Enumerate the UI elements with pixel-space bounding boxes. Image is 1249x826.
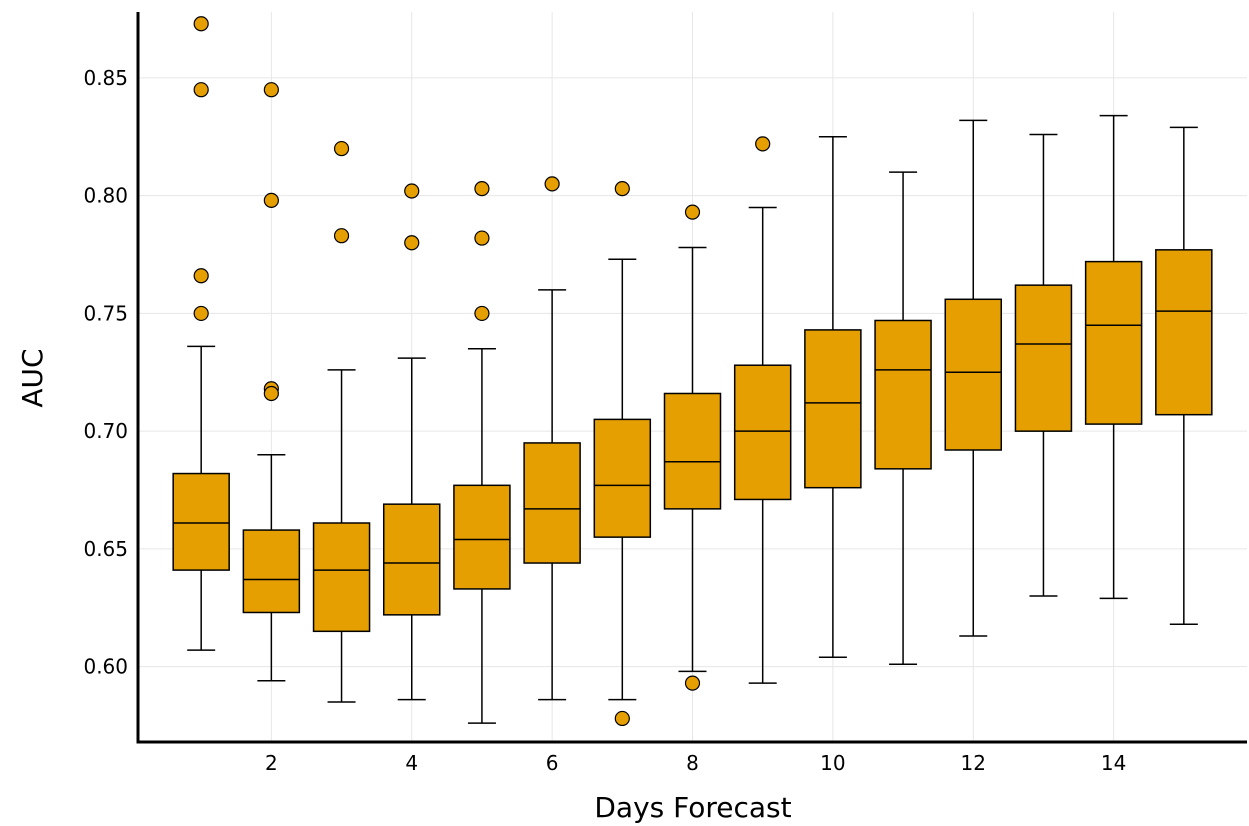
x-tick-label: 10 bbox=[820, 751, 845, 775]
box-group bbox=[1155, 126, 1213, 626]
outlier-point bbox=[614, 181, 630, 197]
iqr-box bbox=[242, 529, 301, 614]
iqr-box bbox=[944, 298, 1003, 451]
outlier-point bbox=[404, 183, 420, 199]
iqr-box bbox=[172, 472, 230, 571]
boxes-layer bbox=[172, 16, 1213, 727]
iqr-box bbox=[453, 484, 511, 590]
iqr-box bbox=[1014, 284, 1073, 432]
outlier-point bbox=[474, 305, 490, 322]
outlier-point bbox=[755, 136, 771, 152]
outlier-point bbox=[193, 82, 209, 98]
iqr-box bbox=[663, 392, 722, 510]
box-group bbox=[172, 16, 230, 651]
box-group bbox=[312, 140, 371, 703]
iqr-box bbox=[874, 319, 932, 470]
y-axis-label: AUC bbox=[16, 348, 49, 407]
outlier-point bbox=[193, 268, 209, 284]
outlier-point bbox=[684, 675, 701, 691]
box-group bbox=[874, 171, 932, 666]
box-group bbox=[382, 183, 441, 701]
iqr-box bbox=[523, 442, 581, 564]
outlier-point bbox=[193, 16, 209, 32]
x-tick-label: 14 bbox=[1101, 751, 1126, 775]
box-group bbox=[453, 181, 511, 724]
outlier-point bbox=[333, 228, 350, 244]
box-group bbox=[242, 82, 301, 682]
outlier-point bbox=[684, 204, 701, 220]
iqr-box bbox=[382, 503, 441, 616]
box-group bbox=[593, 181, 652, 727]
iqr-box bbox=[312, 522, 371, 633]
outlier-point bbox=[333, 140, 350, 157]
outlier-point bbox=[614, 710, 630, 727]
box-group bbox=[523, 176, 581, 701]
outlier-point bbox=[474, 181, 490, 197]
outlier-point bbox=[193, 305, 209, 322]
box-group bbox=[733, 136, 792, 684]
y-tick-label: 0.60 bbox=[83, 655, 128, 679]
outlier-point bbox=[544, 176, 560, 192]
y-tick-label: 0.85 bbox=[83, 66, 128, 90]
outlier-point bbox=[404, 235, 420, 251]
y-tick-label: 0.80 bbox=[83, 184, 128, 208]
iqr-box bbox=[1084, 260, 1143, 425]
outlier-point bbox=[263, 385, 279, 402]
box-group bbox=[1014, 133, 1073, 597]
y-tick-label: 0.70 bbox=[83, 419, 128, 443]
outlier-point bbox=[474, 230, 490, 246]
x-tick-label: 6 bbox=[546, 751, 559, 775]
box-group bbox=[944, 119, 1003, 637]
ticks-layer: 0.60 0.65 0.70 0.75 0.80 0.85 2 4 6 8 10 12 14 bbox=[83, 66, 1126, 775]
iqr-box bbox=[804, 329, 862, 489]
box-group bbox=[1084, 114, 1143, 600]
x-tick-label: 12 bbox=[961, 751, 986, 775]
y-tick-label: 0.65 bbox=[83, 537, 128, 561]
x-tick-label: 2 bbox=[265, 751, 278, 775]
iqr-box bbox=[1155, 249, 1213, 416]
y-tick-label: 0.75 bbox=[83, 301, 128, 325]
outlier-point bbox=[263, 82, 279, 98]
box-group bbox=[663, 204, 722, 691]
x-axis-label: Days Forecast bbox=[594, 791, 791, 824]
x-tick-label: 8 bbox=[686, 751, 699, 775]
box-group bbox=[804, 136, 862, 658]
outlier-point bbox=[263, 192, 279, 208]
iqr-box bbox=[733, 364, 792, 501]
axes-layer bbox=[136, 12, 1247, 744]
iqr-box bbox=[593, 418, 652, 538]
x-tick-label: 4 bbox=[405, 751, 418, 775]
